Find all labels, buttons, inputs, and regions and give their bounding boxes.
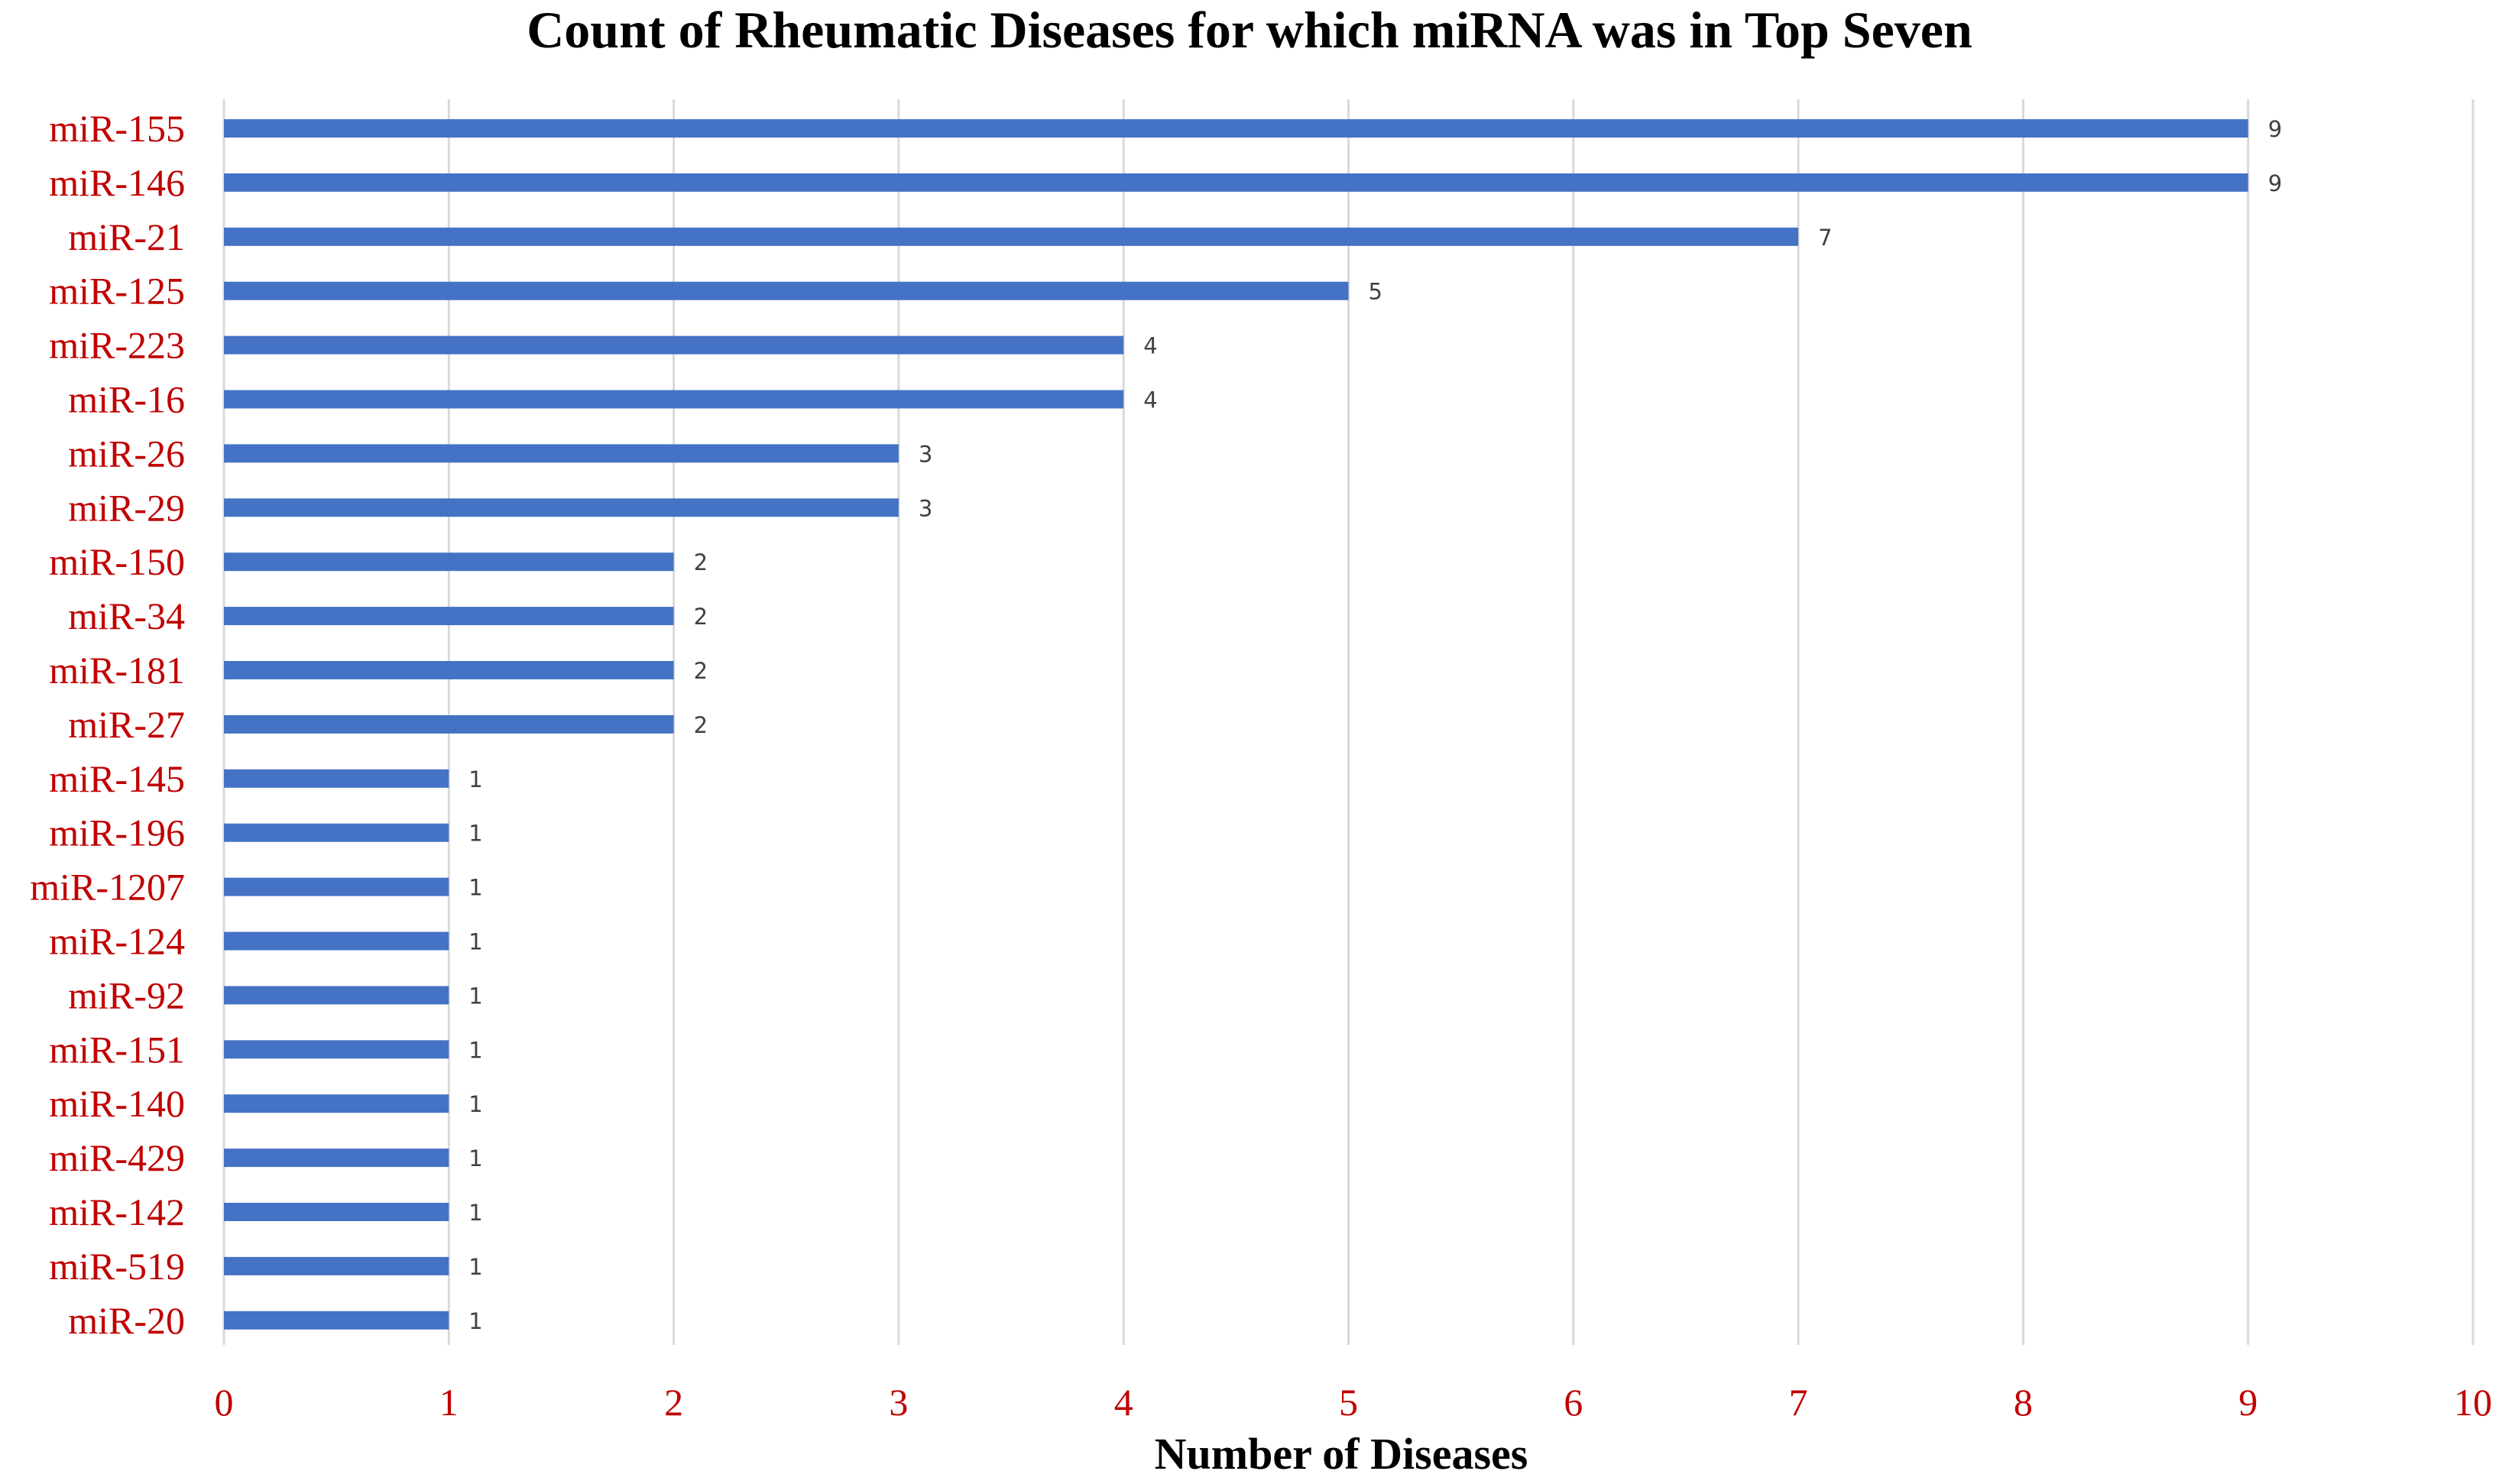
data-label: 1 — [468, 875, 482, 901]
data-label: 2 — [694, 712, 708, 738]
category-label: miR-20 — [68, 1299, 185, 1342]
bar — [224, 1311, 449, 1330]
bar — [224, 986, 449, 1005]
category-label: miR-142 — [49, 1191, 185, 1233]
category-label: miR-223 — [49, 324, 185, 367]
x-axis-title: Number of Diseases — [1154, 1429, 1528, 1479]
bar — [224, 877, 449, 896]
data-label: 2 — [694, 604, 708, 630]
bar — [224, 498, 899, 517]
data-label: 4 — [1143, 333, 1157, 359]
category-label: miR-181 — [49, 649, 185, 692]
bar — [224, 932, 449, 951]
category-label: miR-125 — [49, 270, 185, 313]
category-label: miR-145 — [49, 757, 185, 800]
x-tick-label: 6 — [1564, 1381, 1583, 1424]
category-label: miR-140 — [49, 1082, 185, 1125]
x-tick-label: 0 — [215, 1381, 234, 1424]
x-tick-label: 1 — [439, 1381, 459, 1424]
data-label: 7 — [1818, 225, 1832, 251]
data-label: 9 — [2268, 116, 2282, 142]
bar — [224, 661, 674, 679]
category-label: miR-429 — [49, 1136, 185, 1179]
data-label: 2 — [694, 549, 708, 575]
data-label: 9 — [2268, 170, 2282, 196]
bar — [224, 1203, 449, 1221]
x-tick-label: 8 — [2014, 1381, 2033, 1424]
category-label: miR-1207 — [30, 866, 185, 909]
bar — [224, 714, 674, 734]
bar — [224, 552, 674, 572]
data-label: 1 — [468, 929, 482, 955]
category-label: miR-146 — [49, 161, 185, 204]
data-label: 1 — [468, 1037, 482, 1063]
bar — [224, 390, 1124, 409]
category-label: miR-150 — [49, 540, 185, 583]
data-label: 1 — [468, 766, 482, 792]
bar — [224, 823, 449, 842]
bar — [224, 173, 2248, 192]
data-label: 1 — [468, 821, 482, 847]
bar — [224, 607, 674, 626]
category-label: miR-16 — [68, 378, 185, 421]
bar — [224, 1040, 449, 1059]
data-label: 1 — [468, 1308, 482, 1334]
bar — [224, 119, 2248, 138]
category-label: miR-151 — [49, 1028, 185, 1071]
bar — [224, 1094, 449, 1113]
bar — [224, 335, 1124, 355]
category-label: miR-519 — [49, 1245, 185, 1288]
bar — [224, 227, 1799, 246]
category-label: miR-124 — [49, 920, 185, 963]
x-tick-label: 2 — [664, 1381, 683, 1424]
data-label: 3 — [919, 441, 932, 467]
x-tick-label: 7 — [1789, 1381, 1808, 1424]
x-tick-label: 3 — [889, 1381, 908, 1424]
data-label: 1 — [468, 1254, 482, 1280]
x-tick-label: 4 — [1114, 1381, 1133, 1424]
data-label: 4 — [1143, 387, 1157, 413]
category-label: miR-27 — [68, 703, 185, 746]
bar — [224, 281, 1349, 300]
x-tick-label: 10 — [2454, 1381, 2492, 1424]
category-label: miR-29 — [68, 486, 185, 529]
data-label: 1 — [468, 1200, 482, 1226]
bar — [224, 1149, 449, 1168]
category-label: miR-26 — [68, 432, 185, 475]
x-tick-label: 5 — [1339, 1381, 1358, 1424]
category-label: miR-155 — [49, 107, 185, 150]
data-label: 3 — [919, 495, 932, 521]
bar — [224, 1256, 449, 1275]
category-label: miR-92 — [68, 974, 185, 1016]
category-label: miR-196 — [49, 812, 185, 854]
data-label: 5 — [1369, 279, 1382, 305]
data-label: 1 — [468, 1145, 482, 1171]
data-label: 1 — [468, 1091, 482, 1117]
category-label: miR-21 — [68, 215, 185, 258]
bar — [224, 444, 899, 463]
category-label: miR-34 — [68, 595, 185, 637]
bar — [224, 769, 449, 788]
data-label: 1 — [468, 983, 482, 1009]
data-label: 2 — [694, 658, 708, 684]
chart-title: Count of Rheumatic Diseases for which mi… — [527, 1, 1972, 59]
x-tick-label: 9 — [2238, 1381, 2258, 1424]
